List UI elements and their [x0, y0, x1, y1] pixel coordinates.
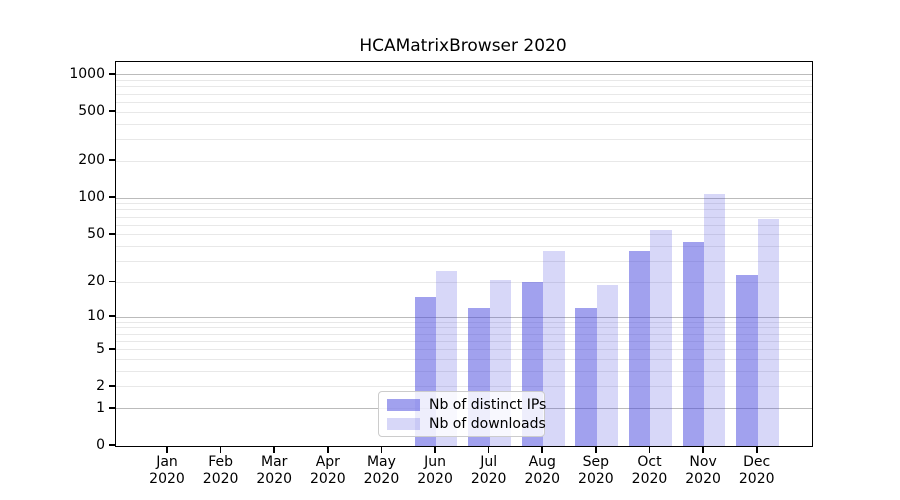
y-tick-mark	[109, 406, 115, 409]
gridline-minor	[116, 234, 812, 236]
y-tick-mark	[109, 315, 115, 317]
x-tick-mark	[434, 446, 436, 453]
x-tick-label: Apr 2020	[310, 454, 346, 487]
x-tick-label: Sep 2020	[578, 454, 614, 487]
legend-label-distinct-ips: Nb of distinct IPs	[429, 396, 547, 413]
x-tick-label: Nov 2020	[685, 454, 721, 487]
x-tick-mark	[755, 446, 758, 453]
gridline-minor	[116, 86, 812, 88]
gridline-minor	[116, 111, 812, 113]
x-tick-label: Feb 2020	[202, 454, 239, 487]
y-tick-mark	[109, 110, 115, 112]
gridline-minor	[116, 321, 812, 323]
gridline-minor	[116, 371, 812, 373]
y-tick-label: 0	[96, 437, 105, 453]
bar-downloads-aug-2020	[543, 250, 565, 446]
y-tick-mark	[109, 347, 115, 350]
x-tick-label: May 2020	[363, 454, 400, 487]
bar-downloads-sep-2020	[596, 285, 619, 446]
legend-item-distinct-ips: Nb of distinct IPs	[387, 397, 546, 413]
x-tick-mark	[273, 446, 275, 453]
x-tick-label: Oct 2020	[631, 454, 668, 487]
legend-swatch-downloads	[387, 417, 420, 430]
x-tick-mark	[166, 446, 168, 453]
y-tick-mark	[109, 385, 115, 387]
gridline-minor	[116, 386, 812, 388]
x-tick-label: Jun 2020	[417, 454, 453, 487]
bar-downloads-dec-2020	[757, 219, 780, 446]
y-tick-label: 2	[96, 377, 105, 394]
y-tick-label: 1000	[69, 65, 105, 82]
x-tick-mark	[648, 446, 651, 453]
chart-title: HCAMatrixBrowser 2020	[359, 36, 567, 56]
gridline-minor	[116, 101, 812, 103]
y-tick-mark	[109, 196, 115, 198]
gridline-minor	[116, 333, 812, 335]
x-tick-label: Jan 2020	[149, 454, 185, 487]
plot-area	[115, 61, 813, 447]
legend: Nb of distinct IPs Nb of downloads	[378, 391, 546, 437]
gridline-major	[116, 74, 812, 76]
x-tick-mark	[541, 446, 544, 453]
x-tick-mark	[380, 446, 383, 453]
gridline-major	[116, 197, 812, 199]
legend-swatch-distinct-ips	[387, 398, 420, 411]
y-tick-mark	[109, 444, 115, 446]
gridline-minor	[116, 160, 812, 162]
x-tick-label: Mar 2020	[256, 454, 293, 487]
gridline-minor	[116, 209, 812, 211]
x-tick-label: Dec 2020	[738, 454, 775, 487]
y-tick-mark	[109, 280, 115, 283]
bar-distinct-ips-nov-2020	[682, 241, 705, 446]
y-tick-label: 200	[78, 152, 105, 169]
x-tick-mark	[702, 446, 704, 453]
x-tick-mark	[327, 446, 329, 453]
bar-downloads-nov-2020	[704, 194, 726, 446]
gridline-minor	[116, 203, 812, 205]
gridline-minor	[116, 349, 812, 351]
gridline-major	[116, 316, 812, 318]
x-tick-label: Aug 2020	[524, 454, 561, 487]
gridline-minor	[116, 123, 812, 125]
y-tick-label: 500	[78, 103, 105, 120]
gridline-minor	[116, 261, 812, 263]
y-tick-mark	[109, 159, 115, 161]
y-tick-label: 50	[87, 225, 105, 242]
gridline-minor	[116, 246, 812, 248]
y-tick-label: 10	[87, 308, 105, 325]
y-tick-mark	[109, 73, 115, 75]
gridline-minor	[116, 139, 812, 140]
bar-downloads-oct-2020	[650, 229, 672, 446]
y-tick-label: 5	[96, 340, 105, 357]
gridline-minor	[116, 281, 812, 283]
legend-label-downloads: Nb of downloads	[429, 415, 546, 432]
y-tick-label: 1	[96, 399, 105, 416]
gridline-minor	[116, 327, 812, 329]
gridline-minor	[116, 80, 812, 82]
gridline-minor	[116, 216, 812, 218]
y-tick-label: 100	[78, 189, 105, 206]
y-tick-label: 20	[87, 273, 105, 290]
gridline-minor	[116, 93, 812, 95]
bar-distinct-ips-sep-2020	[575, 308, 597, 446]
gridline-minor	[116, 224, 812, 226]
gridline-minor	[116, 359, 812, 361]
x-tick-mark	[219, 446, 222, 453]
bar-distinct-ips-dec-2020	[736, 275, 758, 446]
x-tick-mark	[487, 446, 490, 453]
y-tick-mark	[109, 233, 115, 235]
x-tick-label: Jul 2020	[470, 454, 507, 487]
gridline-minor	[116, 340, 812, 342]
legend-item-downloads: Nb of downloads	[387, 416, 546, 432]
x-tick-mark	[595, 446, 597, 453]
bar-distinct-ips-oct-2020	[629, 250, 651, 446]
